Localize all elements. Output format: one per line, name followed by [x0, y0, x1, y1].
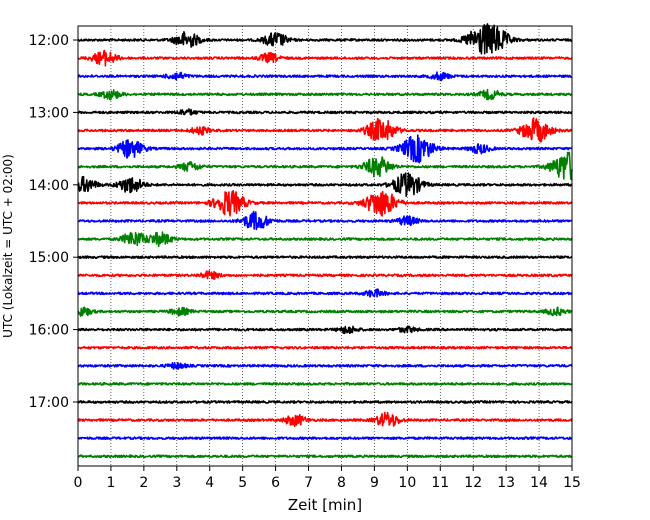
trace-1330 [77, 134, 573, 164]
x-tick-label: 11 [431, 475, 449, 491]
trace-1645 [77, 382, 573, 386]
trace-1630 [77, 362, 573, 370]
trace-1230 [77, 71, 573, 82]
y-axis-label: UTC (Lokalzeit = UTC + 02:00) [1, 154, 15, 338]
y-tick-label: 16:00 [29, 323, 69, 339]
trace-1715 [77, 411, 573, 427]
plot-frame [77, 25, 573, 467]
x-axis-label: Zeit [min] [288, 496, 362, 514]
trace-1400 [77, 172, 573, 197]
y-axis: 12:00 13:00 14:00 15:00 16:00 17:00 [29, 33, 78, 411]
trace-1345 [77, 151, 573, 181]
trace-1215 [77, 49, 573, 67]
trace-1300 [77, 108, 573, 116]
grid-lines [110, 26, 540, 466]
y-tick-label: 14:00 [29, 178, 69, 194]
y-tick-label: 13:00 [29, 105, 69, 121]
x-tick-label: 4 [205, 475, 214, 491]
x-tick-label: 6 [271, 475, 280, 491]
trace-1445 [77, 231, 573, 248]
x-tick-label: 7 [304, 475, 313, 491]
trace-1730 [77, 436, 573, 441]
x-tick-label: 9 [370, 475, 379, 491]
trace-1700 [77, 400, 573, 404]
x-axis: 0 1 2 3 4 5 6 7 8 9 10 11 12 13 14 15 [74, 466, 581, 491]
x-tick-label: 2 [139, 475, 148, 491]
trace-group [77, 23, 573, 459]
trace-1500 [77, 255, 573, 260]
x-tick-label: 13 [497, 475, 515, 491]
x-tick-label: 12 [464, 475, 482, 491]
trace-1315 [77, 117, 573, 143]
x-tick-label: 5 [238, 475, 247, 491]
x-tick-label: 14 [530, 475, 548, 491]
trace-1245 [77, 88, 573, 101]
x-tick-label: 15 [563, 475, 581, 491]
x-tick-label: 1 [106, 475, 115, 491]
y-tick-label: 17:00 [29, 395, 69, 411]
trace-1430 [77, 210, 573, 231]
trace-1745 [77, 454, 573, 459]
trace-1515 [77, 270, 573, 280]
trace-1200 [77, 23, 573, 55]
trace-1530 [77, 288, 573, 298]
y-tick-label: 12:00 [29, 33, 69, 49]
y-tick-label: 15:00 [29, 250, 69, 266]
trace-1615 [77, 345, 573, 350]
x-tick-label: 0 [74, 475, 83, 491]
x-tick-label: 10 [398, 475, 416, 491]
plot-area [78, 26, 572, 466]
trace-1600 [77, 325, 573, 335]
trace-1415 [77, 189, 573, 217]
x-tick-label: 8 [337, 475, 346, 491]
trace-1545 [77, 306, 573, 317]
x-tick-label: 3 [172, 475, 181, 491]
